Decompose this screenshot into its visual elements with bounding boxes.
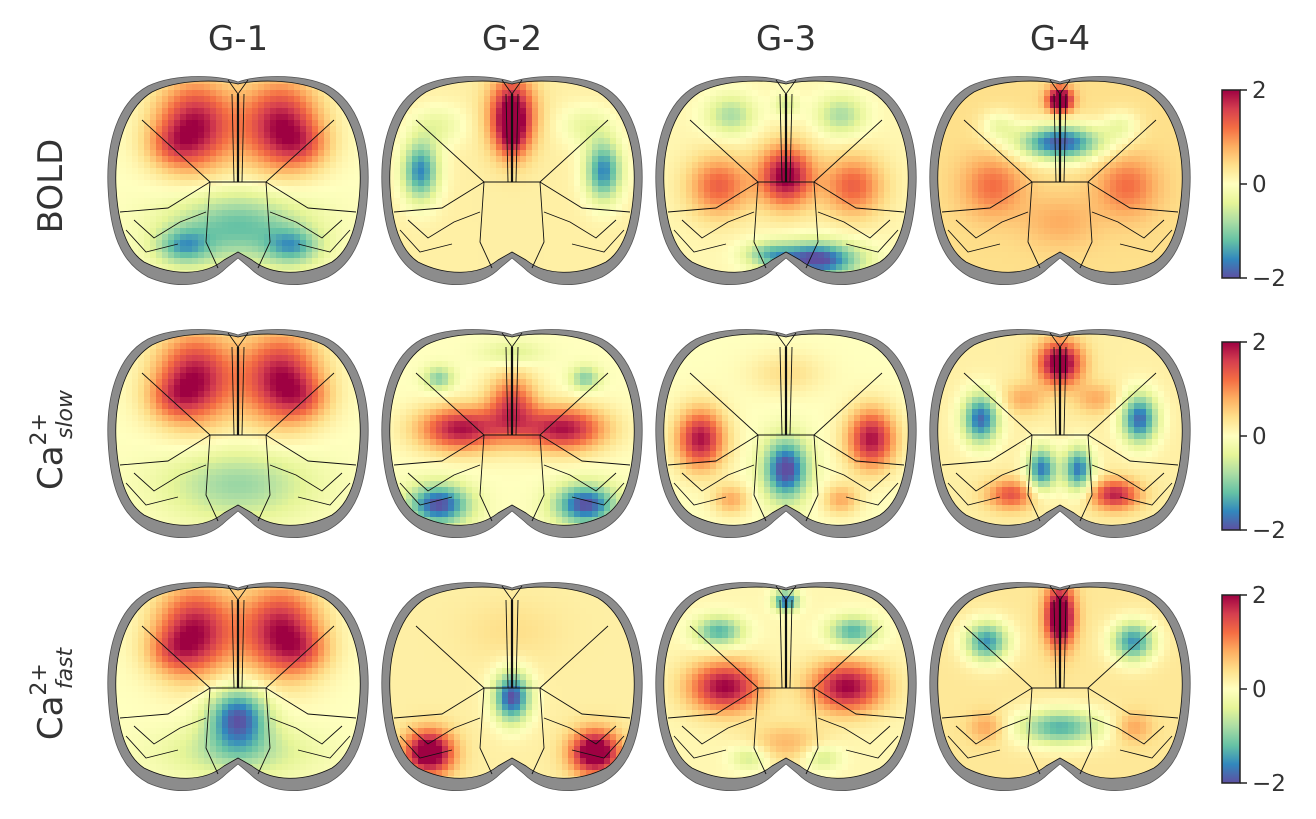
colorbar-tick-label: 0 xyxy=(1252,424,1267,450)
region-borders xyxy=(389,332,635,526)
brain-map-bold-g2 xyxy=(381,76,643,286)
column-title-g4: G-4 xyxy=(1030,19,1090,59)
colorbar-ca-fast: 2 0 −2 xyxy=(1221,583,1286,797)
colorbar-bold: 2 0 −2 xyxy=(1221,78,1286,292)
colorbar-tick-label: 0 xyxy=(1252,677,1267,703)
brain-heatmap xyxy=(663,587,909,779)
colorbar-group: 2 0 −2 2 0 −2 2 0 −2 xyxy=(1221,78,1286,797)
column-title-g2: G-2 xyxy=(482,19,542,59)
row-label-ca-slow-sup: 2+ xyxy=(27,413,52,445)
region-borders xyxy=(389,585,635,779)
brain-map-ca-fast-g1 xyxy=(107,582,369,792)
row-label-ca-slow-sub: slow xyxy=(53,389,78,439)
region-borders xyxy=(663,79,909,273)
row-label-ca-fast-sup: 2+ xyxy=(27,663,52,695)
region-borders xyxy=(663,585,909,779)
colorbar-ca-slow: 2 0 −2 xyxy=(1221,330,1286,544)
brain-map-ca-slow-g3 xyxy=(655,329,917,539)
brain-map-ca-fast-g3 xyxy=(655,582,917,792)
colorbar-tick-label: 2 xyxy=(1252,583,1267,609)
colorbar-tick-label: −2 xyxy=(1252,771,1286,797)
brain-map-ca-slow-g4 xyxy=(929,329,1191,539)
region-borders xyxy=(115,585,361,779)
brain-map-ca-fast-g4 xyxy=(929,582,1191,792)
region-borders xyxy=(115,79,361,273)
region-borders xyxy=(663,332,909,526)
region-borders xyxy=(389,79,635,273)
colorbar-tick-label: 2 xyxy=(1252,330,1267,356)
brain-map-grid xyxy=(107,76,1191,792)
colorbar-tick-label: 0 xyxy=(1252,172,1267,198)
brain-map-ca-slow-g1 xyxy=(107,329,369,539)
row-label-ca-fast: Ca2+fast xyxy=(27,646,78,740)
region-borders xyxy=(115,332,361,526)
brain-map-ca-slow-g2 xyxy=(381,329,643,539)
region-borders xyxy=(937,332,1183,526)
brain-heatmap xyxy=(663,81,909,273)
column-title-g1: G-1 xyxy=(208,19,268,59)
brain-heatmap xyxy=(115,587,361,779)
brain-map-bold-g3 xyxy=(655,76,917,286)
brain-map-bold-g1 xyxy=(107,76,369,286)
brain-map-ca-fast-g2 xyxy=(381,582,643,792)
colorbar-tick-label: 2 xyxy=(1252,78,1267,104)
row-label-ca-slow: Ca2+slow xyxy=(27,389,78,490)
brain-heatmap xyxy=(937,81,1183,273)
region-borders xyxy=(937,79,1183,273)
region-borders xyxy=(937,585,1183,779)
column-title-g3: G-3 xyxy=(756,19,816,59)
row-label-ca-fast-sub: fast xyxy=(53,646,78,689)
row-label-bold-text: BOLD xyxy=(31,139,71,234)
row-label-bold: BOLD xyxy=(31,139,71,234)
colorbar-tick-label: −2 xyxy=(1252,518,1286,544)
brain-map-bold-g4 xyxy=(929,76,1191,286)
row-label-ca-fast-base: Ca xyxy=(31,696,71,741)
row-label-ca-slow-base: Ca xyxy=(31,445,71,490)
colorbar-tick-label: −2 xyxy=(1252,266,1286,292)
